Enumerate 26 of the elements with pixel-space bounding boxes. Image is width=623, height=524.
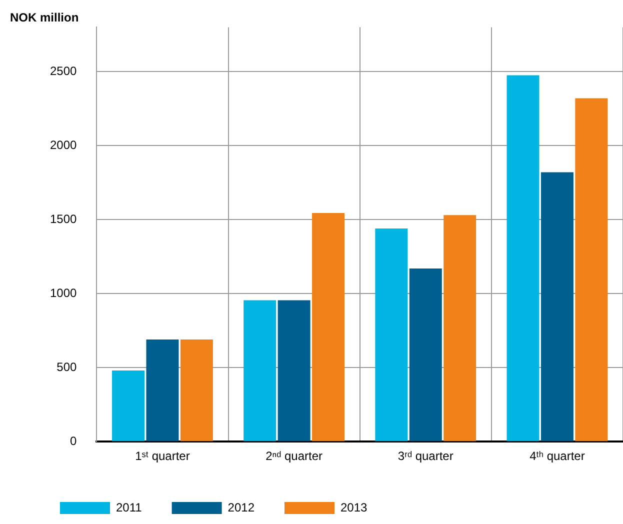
- bar: [409, 268, 442, 442]
- bar: [375, 228, 408, 442]
- bar: [180, 339, 213, 442]
- bar: [540, 172, 574, 442]
- bar: [112, 370, 145, 442]
- legend-label: 2013: [340, 500, 368, 514]
- x-tick-label: 3ʳᵈ quarter: [398, 449, 454, 464]
- bar: [278, 300, 310, 442]
- bar: [506, 75, 540, 442]
- y-tick-label: 0: [70, 434, 78, 448]
- y-tick-label: 2000: [50, 138, 78, 152]
- y-tick-label: 500: [56, 360, 78, 374]
- y-tick-label: 2500: [50, 64, 78, 78]
- bar: [146, 339, 179, 442]
- x-tick-label: 2ⁿᵈ quarter: [266, 449, 323, 464]
- bar: [312, 212, 345, 442]
- bar: [244, 300, 276, 442]
- bar: [575, 98, 608, 442]
- y-tick-label: 1500: [50, 212, 78, 226]
- bar: [444, 215, 476, 442]
- y-axis-title: NOK million: [10, 10, 79, 24]
- y-tick-label: 1000: [50, 286, 78, 300]
- legend-label: 2012: [228, 500, 255, 514]
- legend-label: 2011: [116, 500, 142, 514]
- x-tick-label: 1ˢᵗ quarter: [135, 449, 190, 464]
- x-tick-label: 4ᵗʰ quarter: [530, 449, 585, 464]
